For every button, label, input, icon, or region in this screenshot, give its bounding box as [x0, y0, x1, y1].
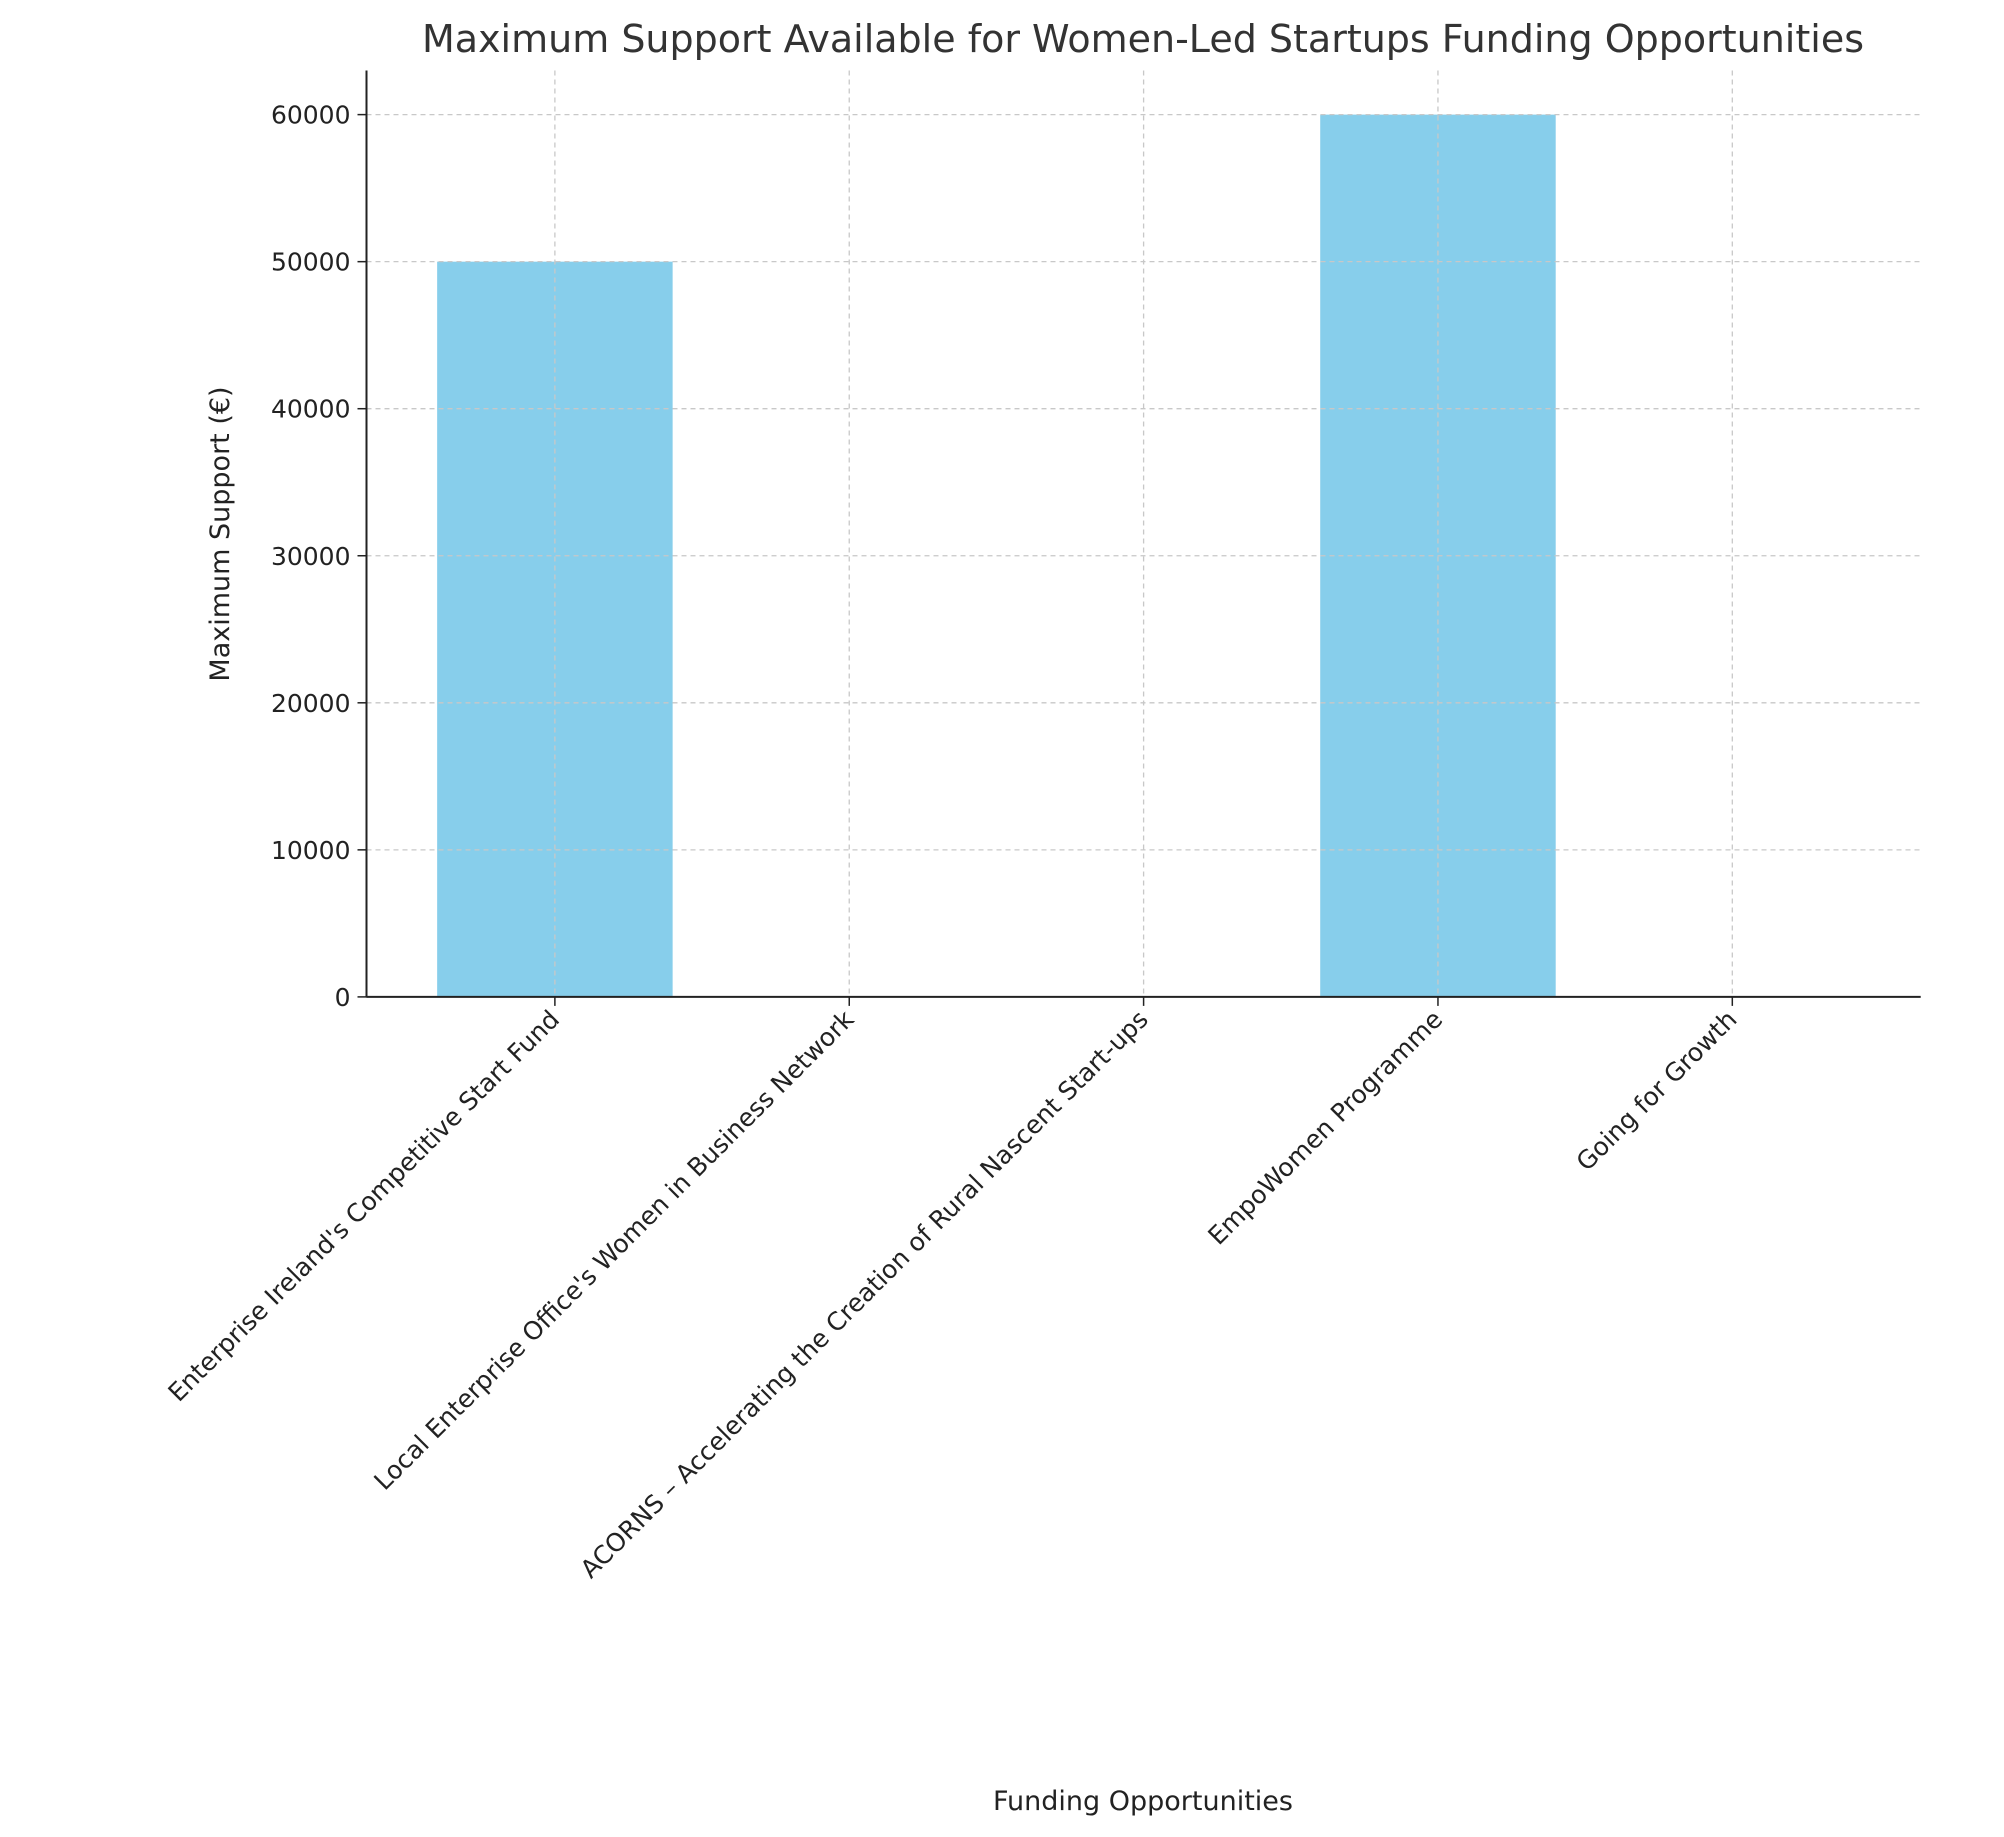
x-tick-label: ACORNS – Accelerating the Creation of Ru… [575, 1005, 1154, 1584]
x-tick-label: EmpoWomen Programme [1202, 1005, 1448, 1251]
y-tick-label: 50000 [271, 248, 351, 277]
y-tick-label: 20000 [271, 689, 351, 718]
chart-title: Maximum Support Available for Women-Led … [422, 17, 1864, 61]
y-tick-label: 10000 [271, 836, 351, 865]
y-axis-label: Maximum Support (€) [205, 386, 236, 681]
y-tick-label: 30000 [271, 542, 351, 571]
y-tick-label: 60000 [271, 101, 351, 130]
x-axis-label: Funding Opportunities [993, 1786, 1293, 1817]
x-tick-label: Local Enterprise Office's Women in Busin… [368, 1004, 859, 1495]
y-tick-label: 40000 [271, 395, 351, 424]
x-tick-label: Going for Growth [1571, 1005, 1743, 1177]
y-tick-label: 0 [335, 983, 351, 1012]
